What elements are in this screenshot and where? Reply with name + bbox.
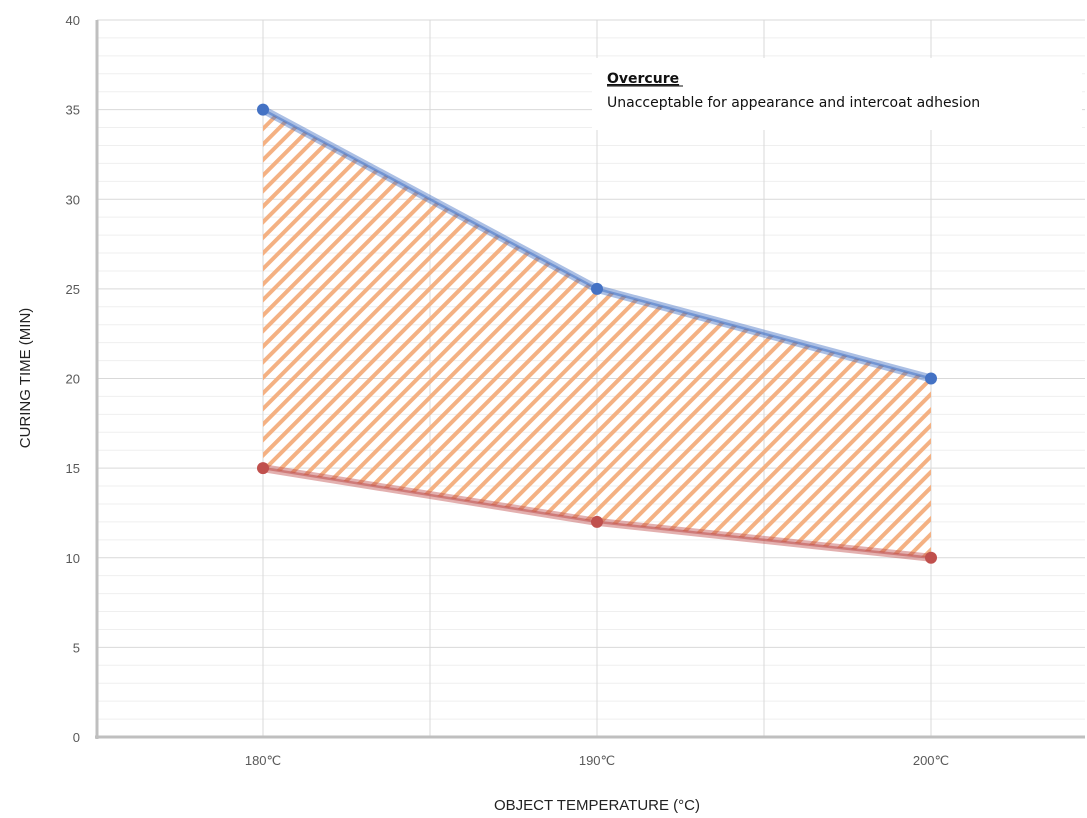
y-tick-label: 35 (66, 103, 80, 118)
y-tick-label: 40 (66, 13, 80, 28)
x-tick-label: 200℃ (913, 753, 949, 768)
series-lines (257, 103, 937, 564)
data-point (925, 551, 937, 564)
y-tick-label: 10 (66, 551, 80, 566)
axes: 0 5 10 15 20 25 30 35 40 180℃ 190℃ 200℃ (66, 13, 1085, 768)
y-tick-label: 30 (66, 192, 80, 207)
data-point (591, 282, 603, 295)
data-point (257, 462, 269, 475)
x-tick-label: 190℃ (579, 753, 615, 768)
y-tick-label: 20 (66, 372, 80, 387)
y-tick-label: 0 (73, 730, 80, 745)
x-axis-title: OBJECT TEMPERATURE (°C) (494, 797, 700, 814)
overcure-band (263, 109, 931, 558)
y-axis-title: CURING TIME (MIN) (17, 308, 34, 449)
annotation-text: Unacceptable for appearance and intercoa… (607, 95, 980, 111)
y-tick-label: 5 (73, 640, 80, 655)
annotation-box: Overcure Unacceptable for appearance and… (592, 58, 1082, 130)
data-point (257, 103, 269, 116)
annotation-title: Overcure (607, 71, 679, 87)
overcure-band-area (263, 109, 931, 558)
x-tick-label: 180℃ (245, 753, 281, 768)
data-point (925, 372, 937, 385)
annotation-background (592, 58, 1082, 130)
y-tick-label: 15 (66, 461, 80, 476)
y-tick-label: 25 (66, 282, 80, 297)
data-point (591, 515, 603, 528)
